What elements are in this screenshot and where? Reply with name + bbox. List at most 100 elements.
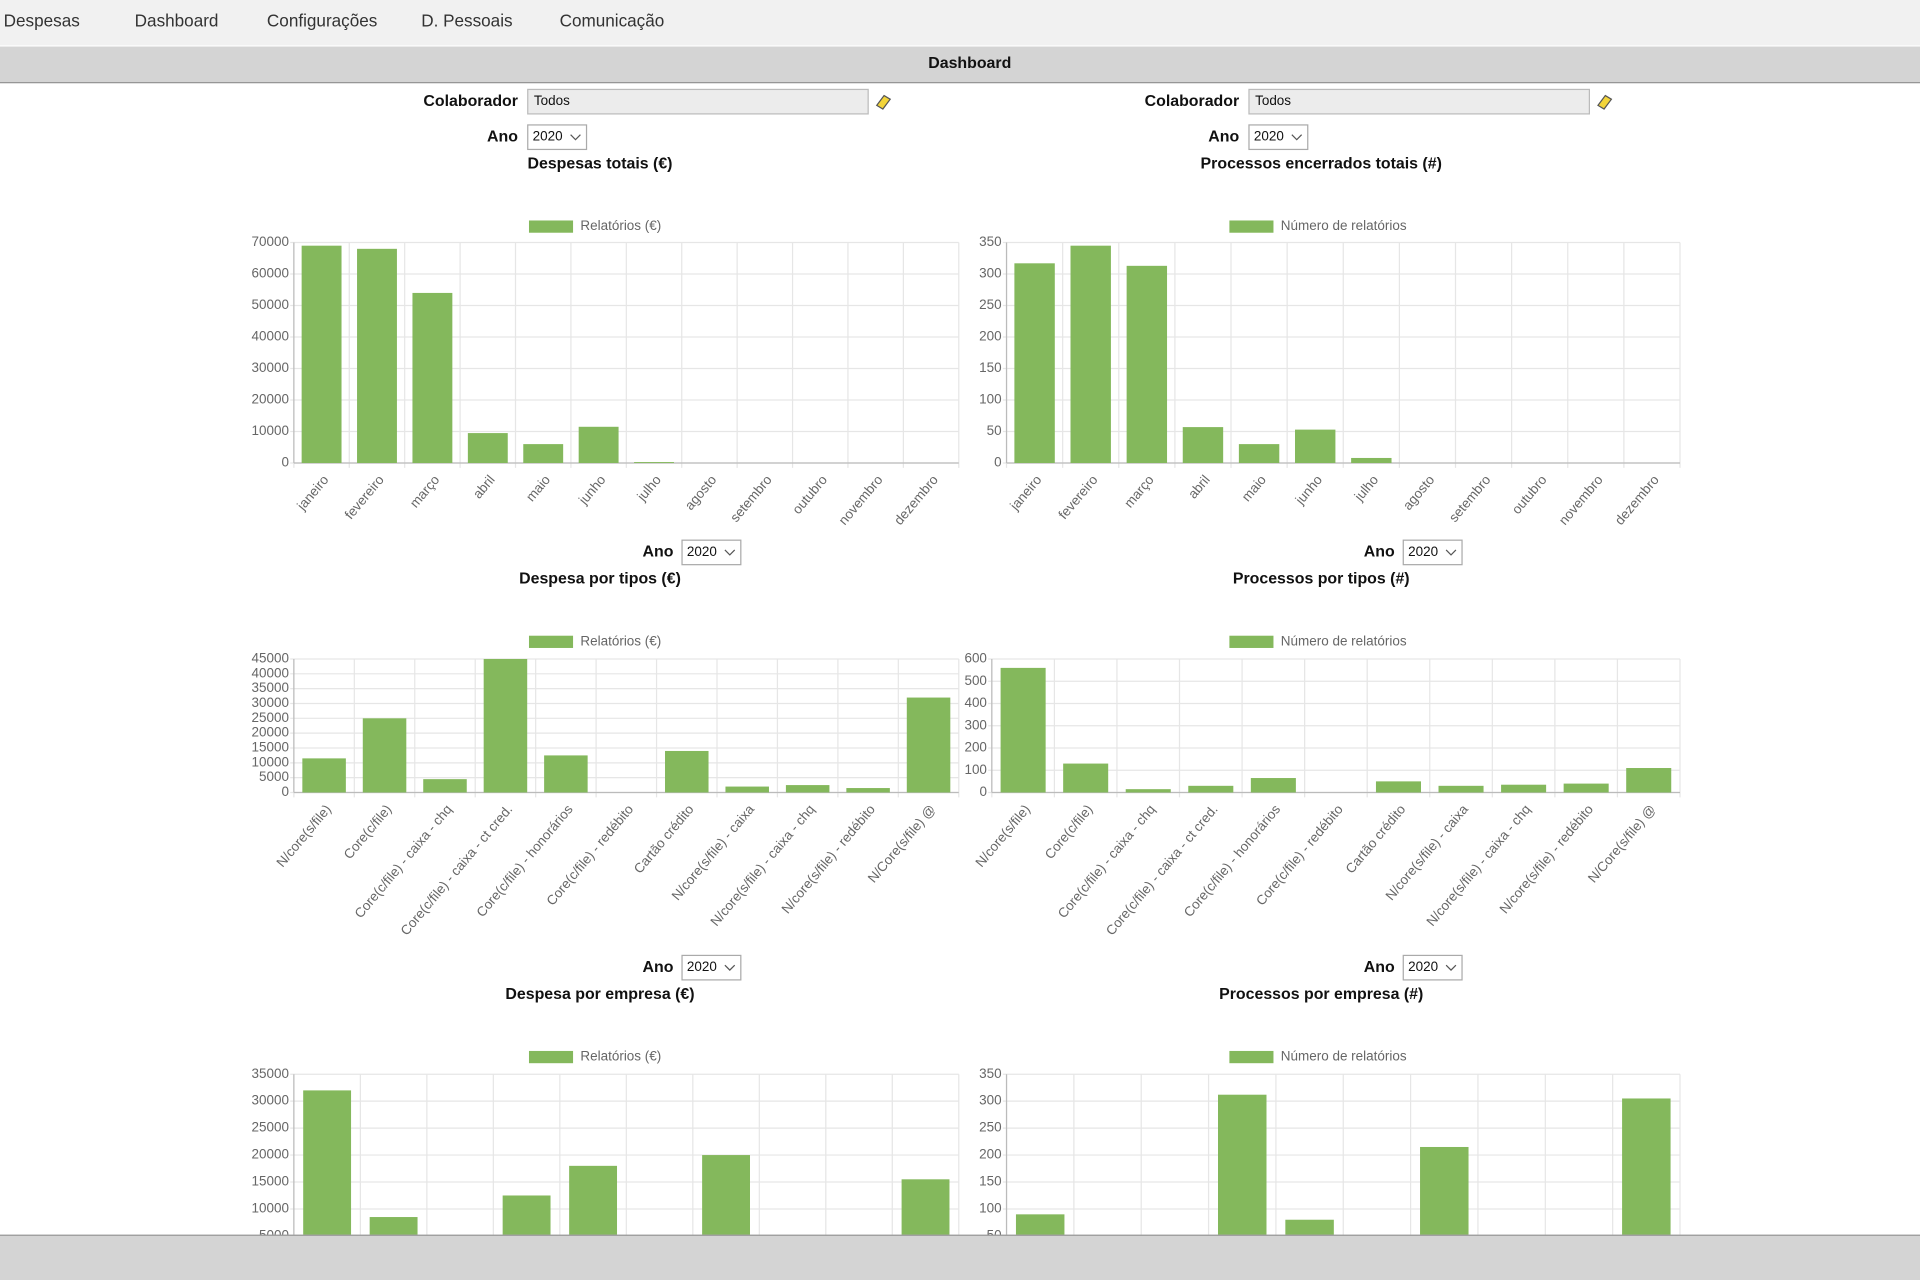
- y-tick-label: 30000: [252, 695, 289, 710]
- nav-item[interactable]: D. Pessoais: [421, 11, 512, 31]
- x-tick-label: N/Core(s/file) @: [1585, 802, 1659, 886]
- x-tick-label: N/core(s/file) - caixa - chq: [707, 802, 817, 929]
- x-tick-label: Core(c/file) - caixa - ct cred.: [1103, 802, 1221, 938]
- y-tick-label: 300: [979, 1093, 1001, 1108]
- y-tick-label: 100: [964, 762, 986, 777]
- bar: [483, 658, 528, 793]
- collaborator-input[interactable]: [527, 88, 869, 115]
- legend-label: Relatórios (€): [580, 1049, 661, 1064]
- eraser-icon[interactable]: [875, 94, 892, 110]
- x-tick-label: junho: [575, 472, 608, 508]
- collaborator-value: Todos: [1255, 93, 1291, 108]
- y-tick-label: 50000: [252, 297, 289, 312]
- y-tick-label: 30000: [252, 1093, 289, 1108]
- bar: [634, 462, 674, 464]
- chart-title: Processos por empresa (#): [1219, 986, 1423, 1003]
- chart-title: Processos encerrados totais (#): [1201, 155, 1442, 172]
- y-tick-label: 40000: [252, 665, 289, 680]
- year-select[interactable]: [1402, 539, 1463, 566]
- year-label: Ano: [487, 128, 518, 145]
- y-tick-label: 350: [979, 234, 1001, 249]
- y-tick-label: 600: [964, 651, 986, 666]
- y-tick-label: 10000: [252, 754, 289, 769]
- eraser-icon[interactable]: [1597, 94, 1613, 110]
- legend-label: Número de relatórios: [1281, 1049, 1407, 1064]
- x-tick-label: janeiro: [293, 472, 331, 513]
- y-tick-label: 0: [281, 455, 288, 470]
- x-tick-label: junho: [1292, 472, 1325, 508]
- bar: [362, 718, 407, 793]
- legend-label: Número de relatórios: [1281, 218, 1407, 233]
- x-tick-label: julho: [1351, 472, 1381, 504]
- bar: [1375, 781, 1422, 793]
- y-tick-label: 25000: [252, 710, 289, 725]
- y-tick-label: 500: [964, 673, 986, 688]
- year-select[interactable]: [681, 954, 742, 981]
- chart: Despesa por empresa (€)Relatórios (€)050…: [252, 986, 960, 1269]
- bar: [1000, 667, 1046, 793]
- select-chevron: [1445, 964, 1457, 971]
- year-label: Ano: [643, 959, 674, 976]
- bar: [303, 1090, 352, 1263]
- bar: [467, 433, 508, 464]
- select-chevron: [1291, 134, 1303, 141]
- y-tick-label: 25000: [252, 1120, 289, 1135]
- y-tick-label: 150: [979, 1174, 1001, 1189]
- bar: [578, 426, 619, 464]
- year-value: 2020: [1254, 129, 1284, 144]
- legend-label: Relatórios (€): [580, 218, 661, 233]
- legend-label: Número de relatórios: [1281, 633, 1407, 648]
- collaborator-label: Colaborador: [1145, 93, 1240, 110]
- y-tick-label: 35000: [252, 1066, 289, 1081]
- x-tick-label: fevereiro: [1055, 472, 1100, 522]
- y-tick-label: 350: [979, 1066, 1001, 1081]
- nav-item[interactable]: Comunicação: [560, 11, 665, 31]
- collaborator-value: Todos: [534, 93, 570, 108]
- x-tick-label: N/core(s/file) - caixa - chq: [1423, 802, 1533, 929]
- nav-item[interactable]: Dashboard: [135, 11, 219, 31]
- year-select[interactable]: [527, 124, 588, 151]
- y-tick-label: 300: [979, 266, 1001, 281]
- x-tick-label: abril: [1185, 472, 1213, 501]
- y-tick-label: 50: [987, 423, 1002, 438]
- bar: [1351, 457, 1392, 464]
- y-tick-label: 40000: [252, 329, 289, 344]
- nav-item[interactable]: Despesas: [4, 11, 80, 31]
- bar: [301, 245, 342, 464]
- y-tick-label: 200: [979, 329, 1001, 344]
- bar: [1126, 265, 1168, 464]
- year-select[interactable]: [1402, 954, 1463, 981]
- x-tick-label: março: [407, 472, 443, 510]
- x-tick-label: abril: [470, 472, 498, 501]
- y-tick-label: 100: [979, 1201, 1001, 1216]
- header-title: Dashboard: [928, 55, 1011, 72]
- chart-title: Processos por tipos (#): [1233, 571, 1410, 588]
- legend-swatch: [1229, 1050, 1274, 1064]
- content: Colaborador Todos Ano 2020 Colaborador Todos A…: [252, 88, 1681, 1269]
- bar: [357, 248, 397, 464]
- bar: [1070, 245, 1111, 464]
- y-tick-label: 5000: [259, 769, 289, 784]
- year-select[interactable]: [681, 539, 742, 566]
- collaborator-input[interactable]: [1248, 88, 1590, 115]
- y-tick-label: 20000: [252, 1147, 289, 1162]
- bar: [1238, 444, 1280, 464]
- year-value: 2020: [687, 959, 717, 974]
- nav-item[interactable]: Configurações: [267, 11, 377, 31]
- select-chevron: [724, 964, 736, 971]
- bar: [1125, 789, 1171, 793]
- y-tick-label: 20000: [252, 725, 289, 740]
- year-value: 2020: [687, 544, 717, 559]
- bar: [1626, 768, 1672, 793]
- legend-swatch: [1229, 220, 1274, 233]
- y-tick-label: 10000: [252, 423, 289, 438]
- bar: [725, 786, 769, 793]
- legend-swatch: [528, 1050, 574, 1064]
- year-label: Ano: [1364, 544, 1395, 561]
- year-select[interactable]: [1248, 124, 1309, 151]
- y-tick-label: 20000: [252, 392, 289, 407]
- y-tick-label: 35000: [252, 680, 289, 695]
- legend-label: Relatórios (€): [580, 633, 661, 648]
